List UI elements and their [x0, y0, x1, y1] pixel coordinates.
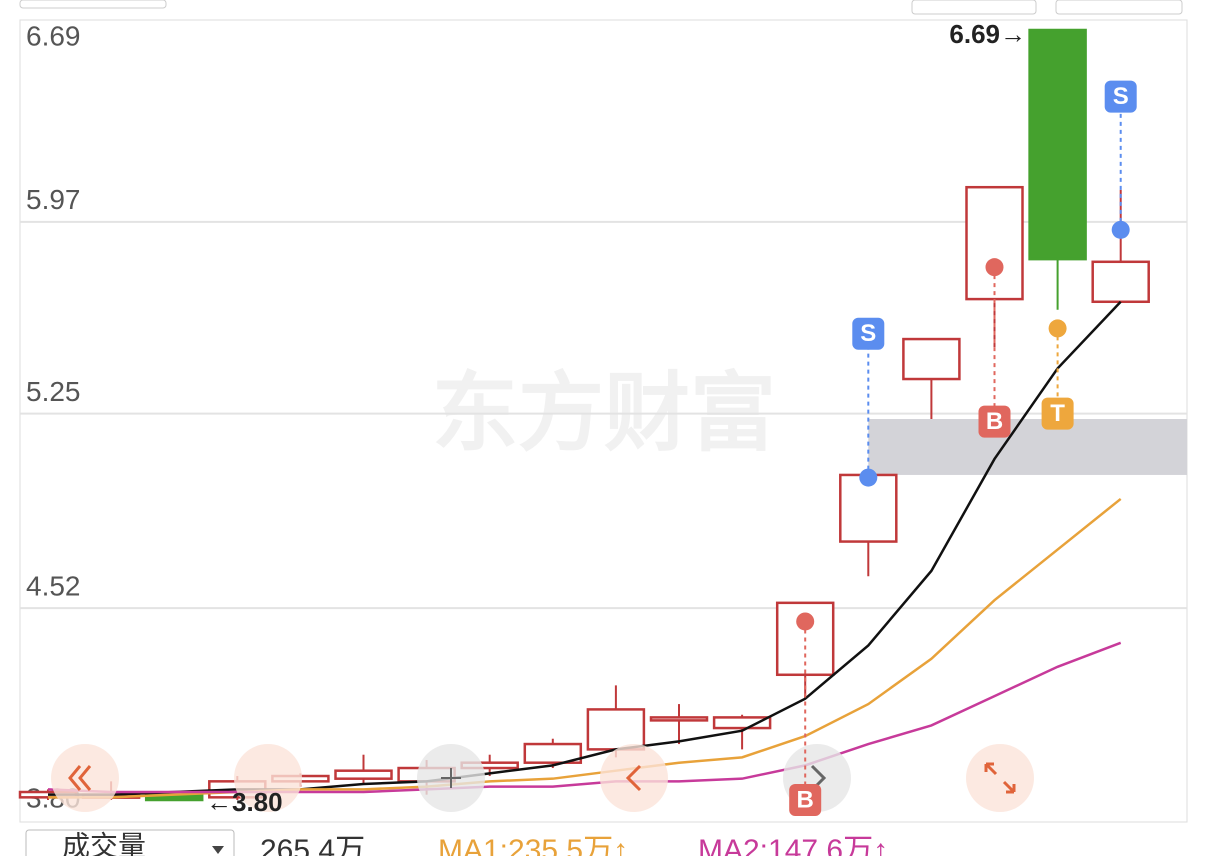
period-button[interactable]	[19, 0, 167, 9]
signal-label: B	[797, 786, 814, 813]
min-label: ←3.80	[206, 787, 283, 817]
indicator-name: 成交量	[62, 830, 146, 856]
candle-body	[965, 185, 1024, 301]
candle-body	[649, 716, 709, 722]
nav-fullscreen[interactable]	[966, 744, 1034, 812]
signal-badge	[1041, 397, 1074, 430]
signal-badge	[978, 405, 1011, 438]
adjust-button[interactable]	[1055, 0, 1183, 15]
candle-body	[712, 716, 772, 730]
ma-line	[47, 641, 1122, 794]
candle-body	[334, 769, 393, 780]
dropdown-arrow	[212, 846, 224, 854]
y-tick-label: 6.69	[26, 20, 81, 51]
range-band	[868, 418, 1187, 475]
chart-button[interactable]	[911, 0, 1037, 15]
signal-label: B	[986, 408, 1003, 435]
signal-dot	[859, 468, 878, 487]
candle-body	[586, 708, 646, 751]
signal-dot	[1048, 319, 1067, 338]
max-label: 6.69→	[949, 19, 1026, 49]
candle-body	[1091, 260, 1150, 304]
signal-dot	[796, 612, 815, 631]
nav-zoom-out[interactable]	[234, 744, 302, 812]
y-tick-label: 5.25	[26, 376, 81, 407]
signal-label: T	[1050, 400, 1065, 427]
ma2-value: MA2:147.6万↑	[698, 834, 888, 856]
nav-prev[interactable]	[600, 744, 668, 812]
signal-label: S	[860, 320, 876, 347]
signal-label: S	[1113, 83, 1129, 110]
ma-line	[48, 300, 1122, 796]
y-tick-label: 4.52	[26, 571, 81, 602]
candle-body	[1028, 28, 1087, 261]
icon	[441, 768, 461, 788]
ma-line	[48, 497, 1122, 799]
nav-first[interactable]	[51, 744, 119, 812]
y-tick-label: 5.97	[26, 184, 81, 215]
signal-dot	[985, 258, 1004, 277]
candle-body	[902, 337, 961, 381]
volume-value: 265.4万	[260, 834, 365, 856]
signal-dot	[1111, 220, 1130, 239]
icon	[68, 765, 92, 791]
indicator-select[interactable]	[25, 829, 235, 856]
icon	[984, 762, 1016, 794]
signal-badge	[1104, 80, 1137, 113]
signal-badge	[852, 317, 885, 350]
signal-badge	[789, 784, 822, 816]
ma1-value: MA1:235.5万↑	[438, 834, 628, 856]
candle-body	[523, 742, 583, 764]
icon	[625, 764, 642, 792]
